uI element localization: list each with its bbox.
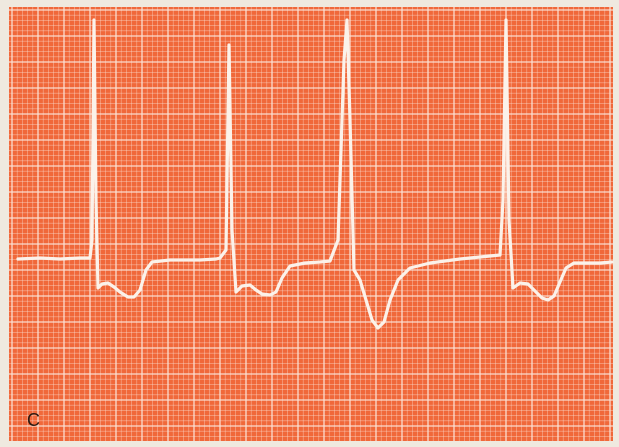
grid (9, 7, 613, 441)
panel-label: C (27, 410, 40, 430)
ecg-trace (16, 18, 614, 330)
